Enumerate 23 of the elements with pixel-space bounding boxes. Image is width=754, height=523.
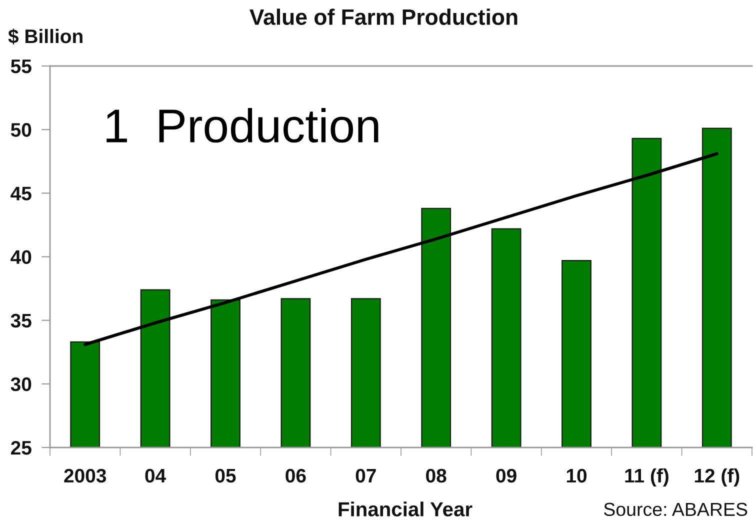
y-tick-label: 55: [10, 60, 32, 74]
y-tick-label: 40: [10, 250, 32, 264]
y-tick-label: 30: [10, 377, 32, 392]
x-tick-label: 04: [145, 468, 166, 483]
y-tick-label: 50: [10, 123, 32, 137]
x-tick-label: 05: [215, 468, 236, 483]
x-tick-label: 2003: [64, 468, 106, 483]
annotation: 1 Production: [106, 108, 378, 143]
line-series: [84, 152, 718, 346]
x-tick-label: 08: [426, 468, 446, 483]
chart-title: Value of Farm Production: [250, 8, 518, 25]
x-tick-label: 06: [286, 468, 306, 483]
y-tick-label: 45: [10, 186, 32, 200]
x-axis-title: Financial Year: [338, 502, 472, 516]
y-tick-label: 25: [10, 440, 32, 455]
source-note: Source: ABARES: [604, 502, 748, 516]
y-tick-label: 35: [10, 314, 32, 328]
y-axis-title: $ Billion: [8, 28, 82, 44]
x-tick-label: 09: [496, 468, 516, 483]
x-tick-label: 11 (f): [625, 468, 668, 486]
x-tick-label: 10: [566, 468, 587, 483]
x-tick-label: 07: [356, 468, 376, 483]
x-tick-label: 12 (f): [694, 468, 740, 486]
